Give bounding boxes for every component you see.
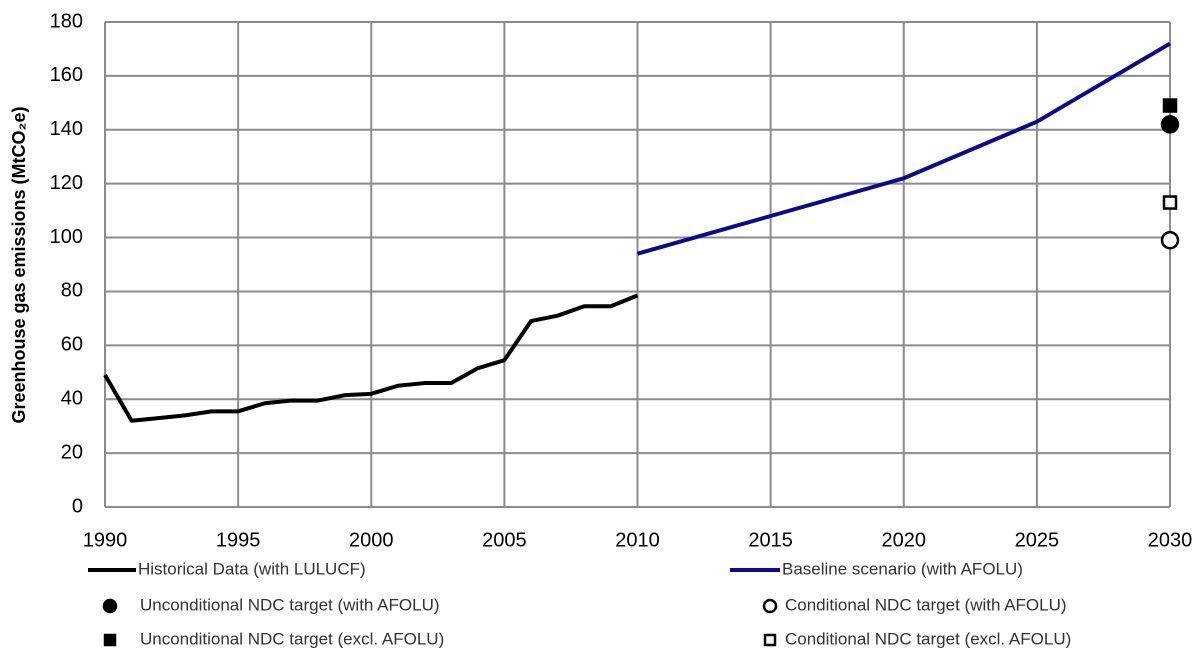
x-tick-label: 2005	[482, 529, 527, 551]
series-line	[636, 41, 1172, 256]
legend-swatch	[103, 633, 117, 647]
x-tick-label: 2015	[748, 529, 793, 551]
legend-label: Unconditional NDC target (excl. AFOLU)	[140, 629, 444, 648]
legend-label: Unconditional NDC target (with AFOLU)	[140, 595, 440, 614]
x-tick-label: 2020	[882, 529, 927, 551]
marker	[1160, 115, 1180, 134]
y-tick-label: 160	[50, 64, 83, 86]
y-axis-label: Greenhouse gas emissions (MtCO₂e)	[9, 106, 29, 423]
x-tick-label: 2000	[349, 529, 394, 551]
marker	[1162, 195, 1178, 210]
legend-label: Conditional NDC target (with AFOLU)	[785, 595, 1067, 614]
y-tick-label: 0	[72, 495, 83, 517]
legend-swatch	[102, 598, 118, 614]
legend-label: Conditional NDC target (excl. AFOLU)	[785, 629, 1071, 648]
y-tick-label: 180	[50, 10, 83, 32]
marker	[1162, 98, 1178, 113]
legend-swatch	[762, 598, 778, 614]
x-tick-label: 2030	[1148, 529, 1193, 551]
series-line	[103, 293, 639, 423]
y-tick-label: 20	[61, 441, 83, 463]
x-tick-label: 1995	[216, 529, 261, 551]
legend-swatch	[763, 633, 777, 647]
legend-label: Historical Data (with LULUCF)	[138, 559, 366, 578]
y-tick-label: 40	[61, 388, 83, 410]
y-tick-label: 140	[50, 118, 83, 140]
legend-label: Baseline scenario (with AFOLU)	[782, 559, 1023, 578]
y-tick-label: 80	[61, 280, 83, 302]
x-tick-label: 1990	[83, 529, 128, 551]
x-tick-label: 2010	[615, 529, 660, 551]
y-tick-label: 60	[61, 334, 83, 356]
y-tick-label: 120	[50, 172, 83, 194]
x-tick-label: 2025	[1015, 529, 1060, 551]
marker	[1160, 231, 1180, 250]
y-tick-label: 100	[50, 226, 83, 248]
